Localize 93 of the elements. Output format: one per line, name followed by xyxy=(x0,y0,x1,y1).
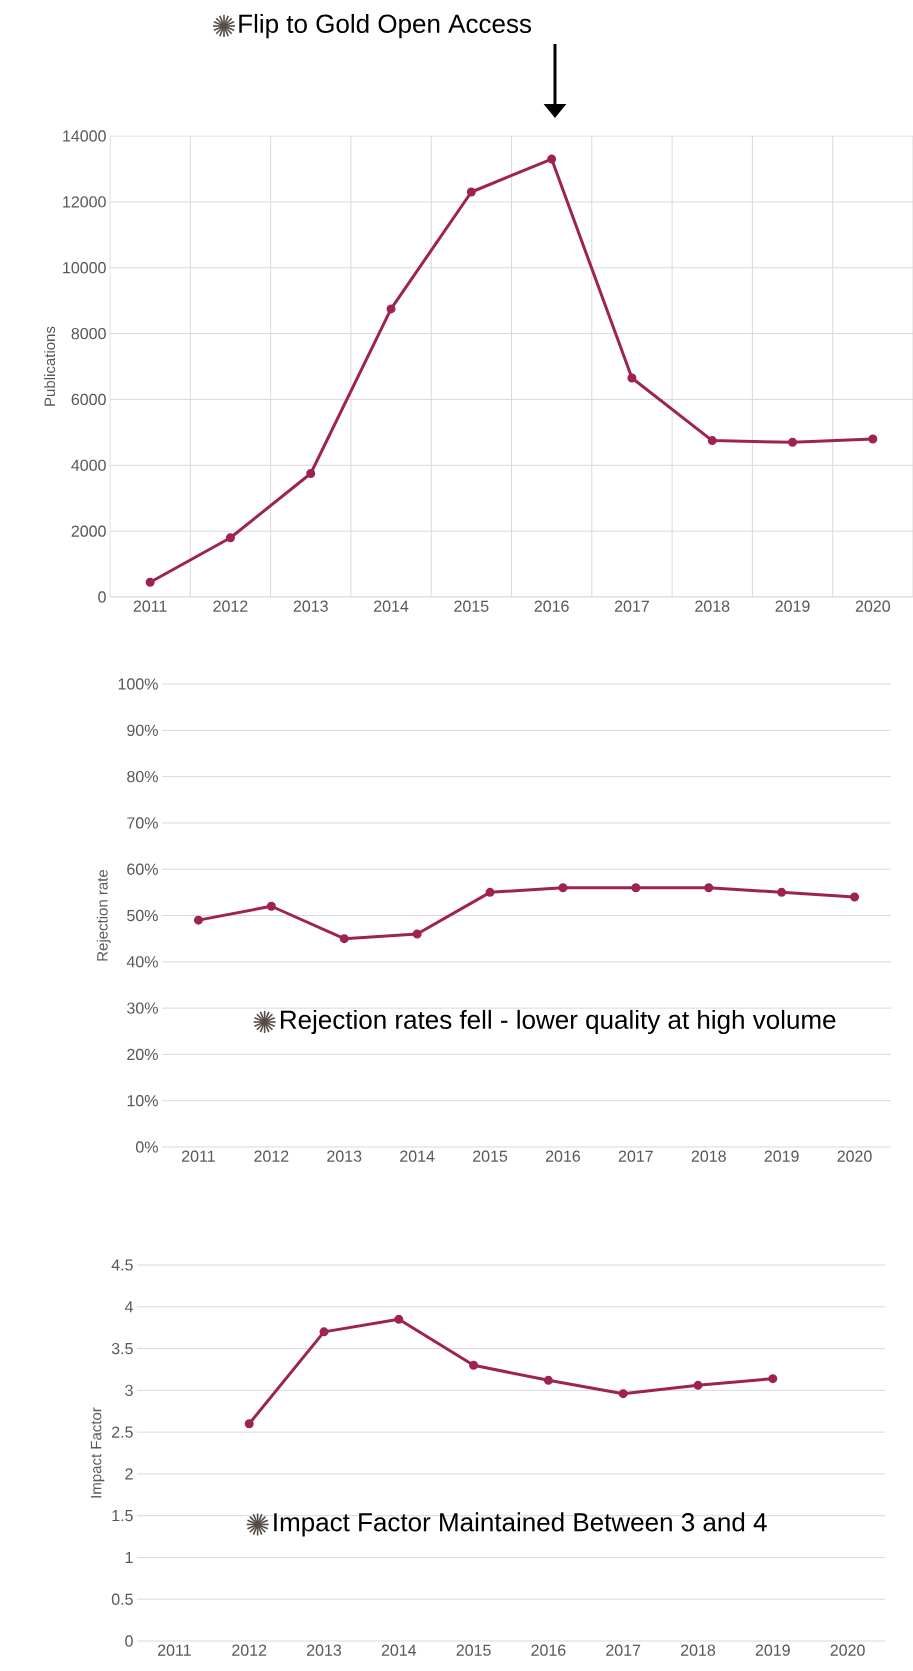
x-tick-label: 2016 xyxy=(534,600,569,612)
point xyxy=(193,915,203,925)
y-tick-label: 90% xyxy=(127,724,158,736)
x-tick-label: 2015 xyxy=(454,600,489,612)
y-tick-label: 12000 xyxy=(63,196,106,208)
x-tick-label: 2013 xyxy=(293,600,328,612)
point xyxy=(768,1374,778,1384)
x-tick-label: 2016 xyxy=(545,1150,581,1162)
point xyxy=(266,901,276,911)
x-tick-label: 2020 xyxy=(830,1644,865,1656)
point xyxy=(394,1314,404,1324)
y-tick-label: 50% xyxy=(127,909,158,922)
y-tick-label: 4.5 xyxy=(111,1259,133,1271)
y-tick-label: 1.5 xyxy=(112,1510,133,1522)
x-tick-label: 2017 xyxy=(618,1150,653,1162)
y-tick-label: 3 xyxy=(125,1384,133,1397)
x-tick-label: 2018 xyxy=(695,600,730,612)
point xyxy=(788,437,798,447)
x-tick-label: 2017 xyxy=(606,1644,641,1656)
point xyxy=(777,887,787,897)
y-tick-label: 14000 xyxy=(63,130,106,142)
y-tick-label: 0 xyxy=(125,1635,133,1647)
y-tick-label: 60% xyxy=(127,863,158,875)
point xyxy=(707,436,717,446)
y-tick-label: 10% xyxy=(127,1095,158,1107)
x-tick-label: 2018 xyxy=(691,1150,726,1162)
point xyxy=(558,883,568,893)
x-tick-label: 2020 xyxy=(837,1150,872,1162)
x-tick-label: 2016 xyxy=(531,1644,566,1656)
y-tick-label: 0 xyxy=(98,591,106,603)
x-tick-label: 2014 xyxy=(381,1644,417,1656)
y-tick-label: 2.5 xyxy=(112,1426,133,1438)
y-tick-label: 3.5 xyxy=(111,1342,133,1355)
x-tick-label: 2019 xyxy=(764,1150,799,1162)
x-tick-label: 2013 xyxy=(307,1644,342,1656)
y-tick-label: 6000 xyxy=(71,393,106,406)
y-tick-label: 10000 xyxy=(63,262,106,274)
y-tick-label: 30% xyxy=(127,1002,158,1014)
x-tick-label: 2011 xyxy=(158,1644,191,1656)
point xyxy=(547,154,557,164)
point xyxy=(412,929,422,939)
y-tick-label: 2 xyxy=(125,1468,133,1480)
annotation: Impact Factor Maintained Between 3 and 4 xyxy=(274,1512,767,1537)
x-tick-label: 2012 xyxy=(232,1644,267,1656)
text: Flip to Gold Open Access xyxy=(239,13,532,39)
point xyxy=(868,434,878,444)
y-tick-label: 2000 xyxy=(71,525,106,537)
y-tick-label: 0.5 xyxy=(111,1593,133,1605)
x-tick-label: 2011 xyxy=(182,1150,215,1162)
y-tick-label: 70% xyxy=(127,817,158,829)
annotation: Rejection rates fell - lower quality at high volume xyxy=(280,1009,836,1035)
y-tick-label: 4000 xyxy=(71,459,106,471)
y-axis-title: Rejection rate xyxy=(96,869,111,961)
y-tick-label: 8000 xyxy=(71,327,106,340)
x-tick-label: 2012 xyxy=(213,600,248,612)
y-axis-title: Publications xyxy=(44,326,56,406)
point xyxy=(319,1327,329,1337)
y-axis-title: Impact Factor xyxy=(90,1407,105,1498)
x-tick-label: 2013 xyxy=(327,1150,362,1162)
point xyxy=(225,533,235,543)
point xyxy=(704,883,714,893)
point xyxy=(631,883,641,893)
point xyxy=(306,469,316,479)
y-tick-label: 80% xyxy=(127,770,158,783)
y-tick-label: 40% xyxy=(126,956,158,968)
x-tick-label: 2014 xyxy=(400,1150,435,1162)
point xyxy=(618,1389,628,1399)
point xyxy=(469,1360,479,1370)
x-tick-label: 2014 xyxy=(374,600,409,612)
y-tick-label: 1 xyxy=(125,1551,133,1563)
point xyxy=(850,892,860,902)
y-tick-label: 0% xyxy=(135,1141,158,1153)
point xyxy=(386,304,396,314)
point xyxy=(339,934,349,944)
y-tick-label: 100% xyxy=(118,678,158,690)
point xyxy=(244,1419,254,1429)
x-tick-label: 2012 xyxy=(254,1150,289,1162)
x-tick-label: 2019 xyxy=(755,1644,790,1656)
x-tick-label: 2015 xyxy=(456,1644,491,1656)
x-tick-label: 2011 xyxy=(133,600,167,612)
y-tick-label: 4 xyxy=(124,1301,133,1313)
point xyxy=(543,1375,553,1385)
point xyxy=(145,577,155,587)
point xyxy=(693,1380,703,1390)
point xyxy=(466,187,476,197)
x-tick-label: 2017 xyxy=(614,600,649,612)
y-tick-label: 20% xyxy=(127,1048,158,1061)
x-tick-label: 2020 xyxy=(855,600,890,612)
point xyxy=(485,887,495,897)
x-tick-label: 2015 xyxy=(473,1150,508,1162)
x-tick-label: 2019 xyxy=(775,600,810,612)
x-tick-label: 2018 xyxy=(681,1644,716,1656)
point xyxy=(627,373,637,383)
